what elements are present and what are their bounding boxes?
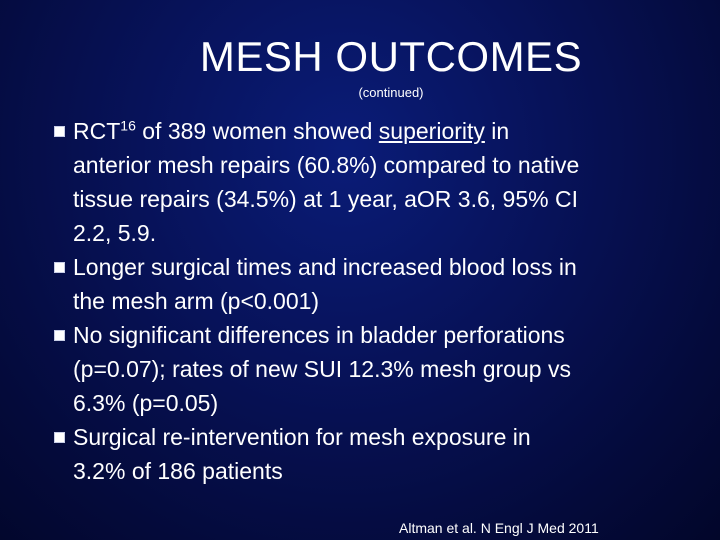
bullet-item-rct: RCT16 of 389 women showed superiority in… [52, 114, 702, 250]
bullet-line: Longer surgical times and increased bloo… [73, 254, 577, 280]
bullet-line: 6.3% (p=0.05) [73, 390, 219, 416]
square-bullet-icon [54, 330, 65, 341]
bullet-line: No significant differences in bladder pe… [73, 322, 565, 348]
bullet-line: 2.2, 5.9. [73, 220, 157, 246]
bullet-line: anterior mesh repairs (60.8%) compared t… [73, 152, 580, 178]
square-bullet-icon [54, 432, 65, 443]
bullet-line: (p=0.07); rates of new SUI 12.3% mesh gr… [73, 356, 571, 382]
square-bullet-icon [54, 262, 65, 273]
bullet-item-reintervention: Surgical re-intervention for mesh exposu… [52, 420, 702, 488]
bullet-line: tissue repairs (34.5%) at 1 year, aOR 3.… [73, 186, 578, 212]
bullet-line: the mesh arm (p<0.001) [73, 288, 320, 314]
bullet-item-surgical-times: Longer surgical times and increased bloo… [52, 250, 702, 318]
citation: Altman et al. N Engl J Med 2011 [399, 520, 599, 536]
slide-title: MESH OUTCOMES [199, 33, 583, 80]
bullet-line: 3.2% of 186 patients [73, 458, 283, 484]
slide-subtitle: (continued) [358, 85, 424, 100]
rct-description-end: in [484, 118, 510, 144]
bullet-line: RCT16 of 389 women showed superiority in [73, 114, 702, 148]
bullet-list: RCT16 of 389 women showed superiority in… [52, 114, 702, 488]
rct-label: RCT [73, 118, 121, 144]
reference-superscript: 16 [120, 117, 136, 134]
underlined-word: superiority [378, 118, 485, 144]
bullet-line: Surgical re-intervention for mesh exposu… [73, 424, 531, 450]
bullet-item-bladder-outcomes: No significant differences in bladder pe… [52, 318, 702, 420]
rct-description: of 389 women showed [135, 118, 379, 144]
square-bullet-icon [54, 126, 65, 137]
